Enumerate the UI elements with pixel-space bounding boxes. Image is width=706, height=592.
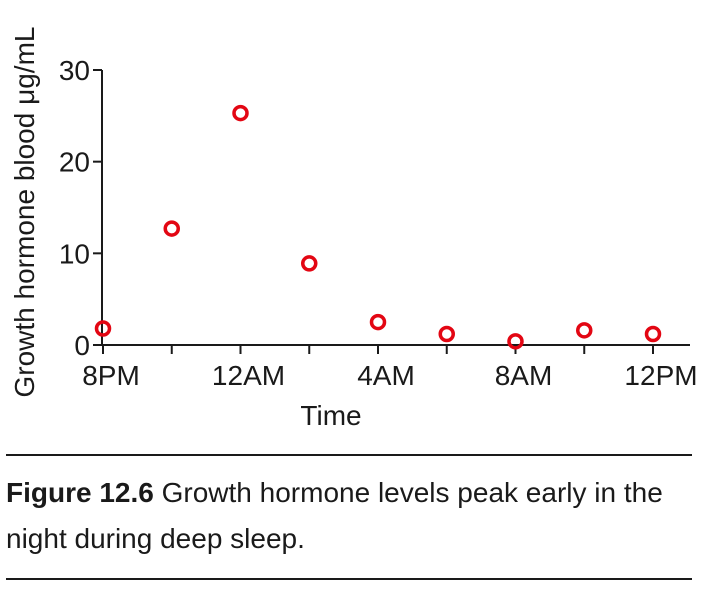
caption-top-rule xyxy=(6,454,692,456)
x-tick-label: 12AM xyxy=(212,360,285,391)
y-tick-label: 10 xyxy=(59,238,90,269)
y-axis-label: Growth hormone blood μg/mL xyxy=(9,27,40,398)
scatter-chart: 0 10 20 30 8PM 12AM 4AM 8AM 12PM Time Growth ho… xyxy=(9,27,698,432)
axes xyxy=(101,70,690,346)
x-tick-label: 8PM xyxy=(82,360,140,391)
data-point xyxy=(507,333,524,350)
y-tick-label: 0 xyxy=(74,330,90,361)
data-point xyxy=(301,255,318,272)
caption-bottom-rule xyxy=(6,578,692,580)
data-point xyxy=(576,322,593,339)
data-point xyxy=(163,220,180,237)
y-tick-label: 30 xyxy=(59,55,90,86)
data-point xyxy=(94,320,112,337)
y-tick-label: 20 xyxy=(59,147,90,178)
data-point xyxy=(369,313,387,331)
caption-text: Growth hormone levels peak early in the … xyxy=(6,477,663,554)
data-points xyxy=(94,104,662,350)
x-tick-label: 12PM xyxy=(624,360,697,391)
data-point xyxy=(438,325,455,343)
x-ticks: 8PM 12AM 4AM 8AM 12PM xyxy=(82,345,698,391)
x-tick-label: 4AM xyxy=(357,360,415,391)
x-axis-label: Time xyxy=(300,400,361,431)
data-point xyxy=(232,104,249,122)
y-ticks: 0 10 20 30 xyxy=(59,55,102,361)
data-point xyxy=(644,325,662,343)
figure-caption: Figure 12.6 Growth hormone levels peak e… xyxy=(6,470,696,562)
x-tick-label: 8AM xyxy=(495,360,553,391)
figure-label: Figure 12.6 xyxy=(6,477,154,508)
